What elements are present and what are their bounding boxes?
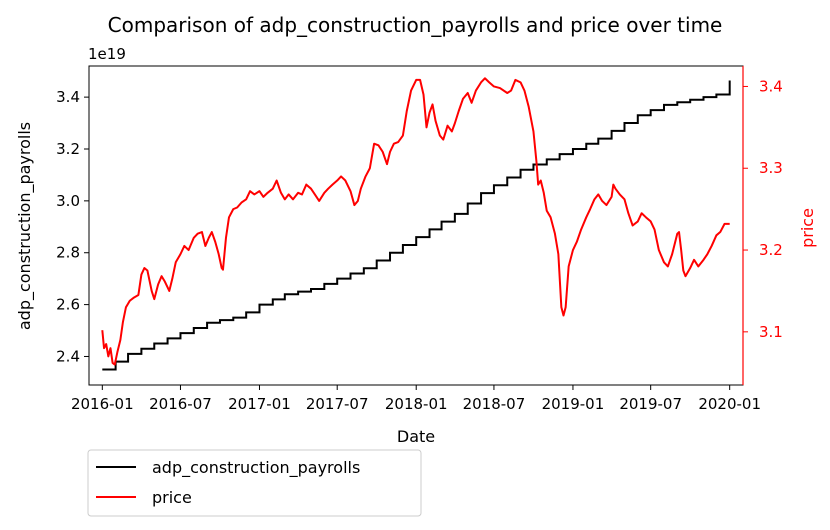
legend-label-adp: adp_construction_payrolls: [152, 458, 360, 478]
plot-frame: [88, 65, 744, 386]
y-left-tick-label: 3.0: [56, 192, 80, 210]
x-tick-label: 2019-01: [542, 395, 605, 413]
y-right-tick-label: 3.3: [759, 159, 783, 177]
legend-frame: [87, 449, 422, 517]
y-right-tick-label: 3.1: [759, 323, 783, 341]
y-left-axis-label: adp_construction_payrolls: [15, 122, 35, 330]
y-right-tick-label: 3.4: [759, 77, 783, 95]
y-left-tick-label: 3.4: [56, 88, 80, 106]
y-right-axis-label: price: [798, 208, 817, 248]
y-left-tick-label: 2.4: [56, 347, 80, 365]
series-layer: [101, 77, 731, 371]
x-tick-label: 2019-07: [619, 395, 682, 413]
legend-label-price: price: [152, 488, 192, 507]
x-tick-label: 2016-07: [149, 395, 212, 413]
ticks-layer: 2016-01 2016-07 2017-01 2017-07 2018-01 2018-…: [56, 77, 783, 413]
x-tick-label: 2018-01: [385, 395, 448, 413]
series-line-adp_construction_payrolls: [102, 80, 731, 371]
x-axis-label: Date: [397, 427, 435, 446]
legend: adp_construction_payrolls price: [87, 449, 422, 517]
series-line-price: [101, 77, 730, 366]
y-left-tick-label: 3.2: [56, 140, 80, 158]
y-right-tick-label: 3.2: [759, 241, 783, 259]
x-tick-label: 2020-01: [698, 395, 761, 413]
x-tick-label: 2017-01: [228, 395, 291, 413]
y-left-tick-label: 2.8: [56, 244, 80, 262]
chart-title: Comparison of adp_construction_payrolls …: [108, 13, 723, 37]
y-left-offset-text: 1e19: [88, 45, 126, 63]
x-tick-label: 2017-07: [306, 395, 369, 413]
x-tick-label: 2018-07: [463, 395, 526, 413]
y-left-tick-label: 2.6: [56, 296, 80, 314]
x-tick-label: 2016-01: [71, 395, 134, 413]
